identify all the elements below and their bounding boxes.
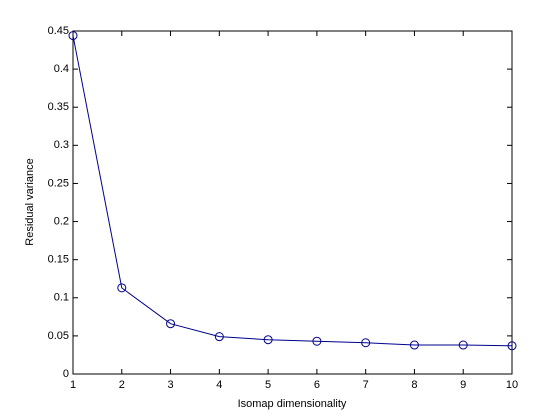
marker: [263, 335, 273, 345]
marker: [458, 340, 468, 350]
x-tick-label: 3: [167, 379, 173, 391]
x-tick-label: 4: [216, 379, 222, 391]
y-tick-label: 0.15: [48, 254, 69, 266]
x-tick-label: 5: [265, 379, 271, 391]
series-line: [72, 35, 513, 347]
y-tick-label: 0.1: [54, 292, 69, 304]
y-axis-label: Residual variance: [24, 158, 36, 245]
y-tick-label: 0.2: [54, 215, 69, 227]
y-tick-label: 0.45: [48, 25, 69, 37]
marker: [361, 338, 371, 348]
x-tick-label: 6: [314, 379, 320, 391]
y-tick-label: 0.25: [48, 177, 69, 189]
y-tick-label: 0.35: [48, 101, 69, 113]
marker: [117, 283, 127, 293]
marker: [68, 31, 78, 41]
x-tick-label: 2: [119, 379, 125, 391]
y-tick-label: 0.4: [54, 63, 69, 75]
x-tick-label: 10: [506, 379, 518, 391]
y-tick-label: 0.05: [48, 330, 69, 342]
y-tick-label: 0: [63, 368, 69, 380]
y-tick-label: 0.3: [54, 139, 69, 151]
marker: [214, 332, 224, 342]
marker: [312, 336, 322, 346]
x-tick-label: 7: [363, 379, 369, 391]
x-tick-label: 1: [70, 379, 76, 391]
x-tick-label: 9: [460, 379, 466, 391]
plot-frame: [72, 30, 513, 375]
x-axis-label: Isomap dimensionality: [238, 398, 347, 410]
marker: [409, 340, 419, 350]
x-tick-label: 8: [411, 379, 417, 391]
marker: [507, 341, 517, 351]
marker: [166, 319, 176, 329]
